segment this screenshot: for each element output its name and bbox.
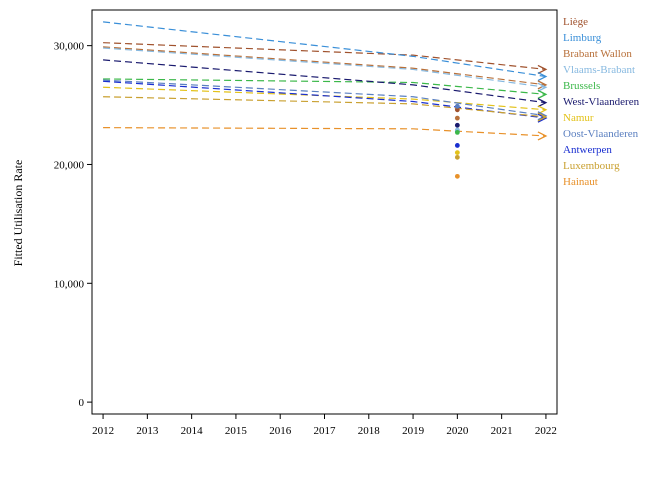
legend-entry: Vlaams-Brabant [563,64,635,76]
x-tick-label: 2014 [181,425,204,437]
x-tick-label: 2018 [358,425,381,437]
series-arrowhead [537,98,548,108]
legend-entry: Namur [563,112,594,124]
series-arrowhead [537,89,548,99]
legend: Liège Limburg Brabant Wallon Vlaams-Brabant… [563,16,640,188]
observed-point [454,103,460,109]
observed-point [454,143,460,148]
series-arrowhead [537,80,548,90]
series-line [103,127,546,137]
observed-point [454,173,460,179]
series-line [103,47,547,88]
legend-entry: Brussels [563,80,600,92]
series-line [103,86,546,111]
series-line [103,79,547,117]
observed-point [454,150,460,155]
x-tick-label: 2016 [269,425,292,437]
y-tick-label: 30,000 [54,41,85,53]
plot-frame [91,9,558,415]
series-line [103,42,546,71]
series-line [103,59,547,104]
x-tick-label: 2015 [225,425,248,437]
x-tick-label: 2022 [535,425,557,437]
series-line [103,78,546,95]
x-tick-label: 2017 [314,425,337,437]
legend-entry: Limburg [563,32,602,44]
legend-entry: Antwerpen [563,144,612,156]
legend-entry: Oost-Vlaanderen [563,128,639,140]
series-arrowhead [537,111,548,121]
series-line [103,21,547,78]
legend-entry: West-Vlaanderen [563,96,640,108]
series-line [103,46,547,86]
series-arrowhead [537,113,548,123]
series-line [103,80,547,119]
observed-point [454,129,460,135]
legend-entry: Hainaut [563,176,598,188]
legend-entry: Liège [563,16,588,28]
y-tick-label: 0 [79,397,85,409]
series-line [103,96,546,118]
y-tick-label: 10,000 [54,278,85,290]
y-axis-label-group: Fitted Utilisation Rate [11,160,25,267]
observed-point [454,154,460,160]
x-tick-label: 2021 [491,425,513,437]
series-arrowhead [537,131,548,141]
observed-point [454,115,460,121]
observed-point [454,107,460,113]
x-tick-label: 2012 [92,425,114,437]
x-tick-label: 2013 [136,425,159,437]
series-arrowhead [537,112,548,122]
y-axis-label: Fitted Utilisation Rate [11,160,25,267]
series-arrowhead [537,82,548,92]
x-tick-label: 2020 [446,425,469,437]
series-arrowhead [537,64,548,74]
observed-point [454,122,460,128]
observed-points [454,103,460,179]
series-arrowhead [537,71,548,82]
x-tick-label: 2019 [402,425,425,437]
legend-entry: Luxembourg [563,160,620,172]
y-tick-label: 20,000 [54,159,85,171]
series-lines [103,21,548,141]
legend-entry: Brabant Wallon [563,48,632,60]
axes: 2012 2013 2014 2015 2016 2017 2018 2019 2020 2021… [54,41,557,437]
